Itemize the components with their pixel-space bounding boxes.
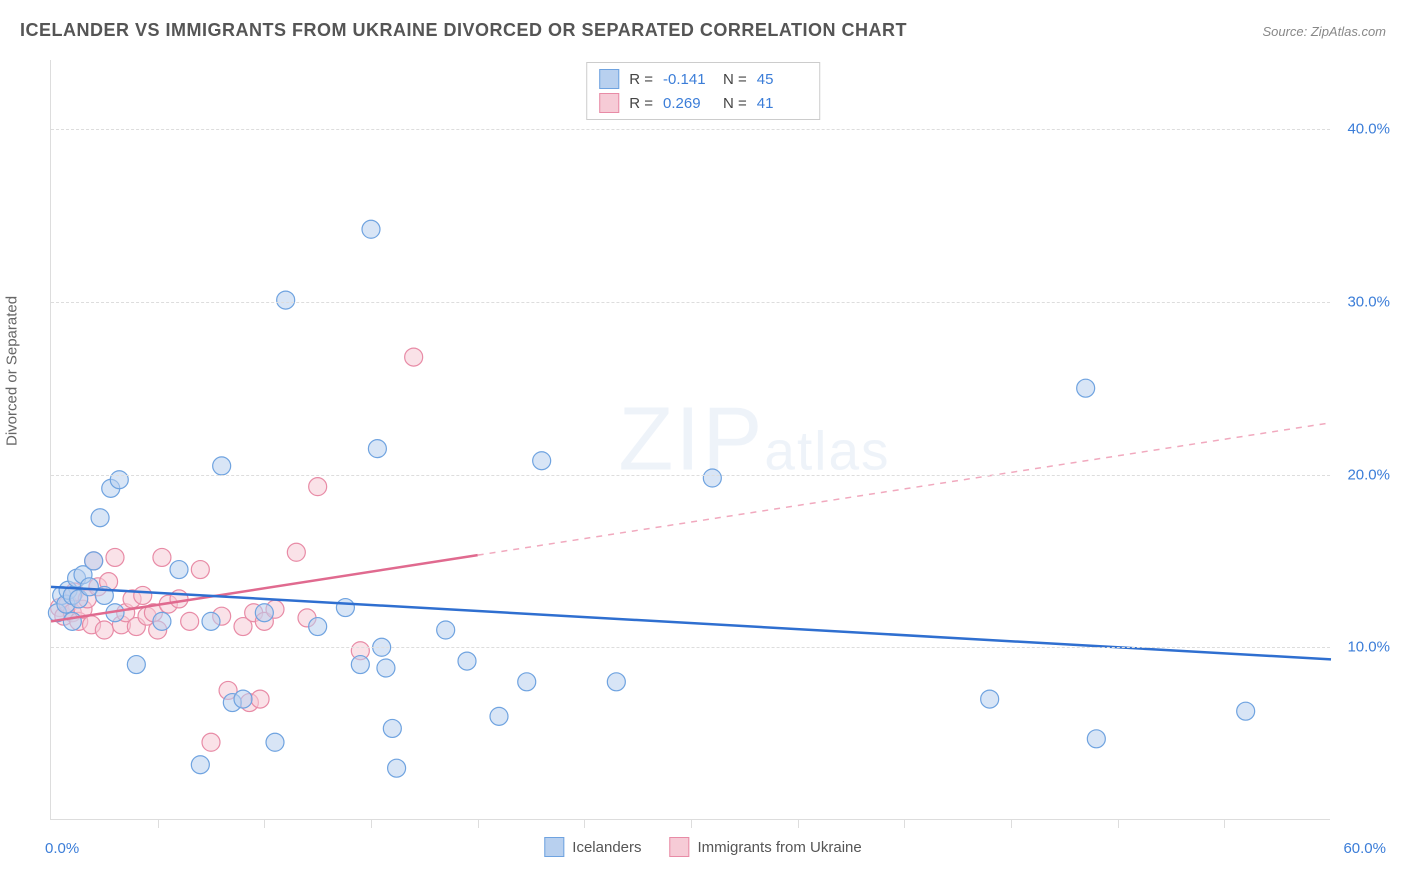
data-point xyxy=(202,733,220,751)
n-label: N = xyxy=(723,71,747,88)
data-point xyxy=(191,756,209,774)
data-point xyxy=(266,733,284,751)
x-tick xyxy=(158,820,159,828)
x-tick xyxy=(1118,820,1119,828)
data-point xyxy=(1087,730,1105,748)
data-point xyxy=(255,604,273,622)
stats-legend: R = -0.141 N = 45 R = 0.269 N = 41 xyxy=(586,62,820,120)
data-point xyxy=(127,656,145,674)
y-tick-label: 10.0% xyxy=(1347,639,1390,656)
trend-line-extrapolated xyxy=(478,423,1331,555)
data-point xyxy=(202,612,220,630)
data-point xyxy=(63,612,81,630)
data-point xyxy=(277,291,295,309)
data-point xyxy=(213,457,231,475)
gridline-h xyxy=(51,647,1330,648)
stats-row: R = -0.141 N = 45 xyxy=(599,67,807,91)
data-point xyxy=(458,652,476,670)
data-point xyxy=(234,690,252,708)
stats-row: R = 0.269 N = 41 xyxy=(599,91,807,115)
data-point xyxy=(981,690,999,708)
legend-label: Immigrants from Ukraine xyxy=(698,839,862,856)
source-label: Source: ZipAtlas.com xyxy=(1262,24,1386,39)
data-point xyxy=(191,561,209,579)
x-tick xyxy=(1224,820,1225,828)
data-point xyxy=(153,548,171,566)
data-point xyxy=(110,471,128,489)
plot-area: ZIPatlas 10.0%20.0%30.0%40.0% xyxy=(50,60,1330,820)
data-point xyxy=(153,612,171,630)
y-tick-label: 20.0% xyxy=(1347,466,1390,483)
r-label: R = xyxy=(629,71,653,88)
data-point xyxy=(336,599,354,617)
legend-label: Icelanders xyxy=(572,839,641,856)
data-point xyxy=(533,452,551,470)
legend-item: Icelanders xyxy=(544,837,641,857)
legend-swatch xyxy=(599,69,619,89)
data-point xyxy=(518,673,536,691)
data-point xyxy=(1077,379,1095,397)
data-point xyxy=(388,759,406,777)
r-value: -0.141 xyxy=(663,71,713,88)
n-value: 41 xyxy=(757,95,807,112)
legend-swatch xyxy=(670,837,690,857)
legend-swatch xyxy=(544,837,564,857)
y-axis-title: Divorced or Separated xyxy=(4,296,21,446)
data-point xyxy=(490,707,508,725)
x-tick xyxy=(1011,820,1012,828)
data-point xyxy=(287,543,305,561)
data-point xyxy=(106,548,124,566)
x-tick xyxy=(584,820,585,828)
data-point xyxy=(95,621,113,639)
x-tick xyxy=(478,820,479,828)
data-point xyxy=(251,690,269,708)
data-point xyxy=(377,659,395,677)
legend-item: Immigrants from Ukraine xyxy=(670,837,862,857)
data-point xyxy=(170,561,188,579)
gridline-h xyxy=(51,302,1330,303)
data-point xyxy=(134,586,152,604)
data-point xyxy=(181,612,199,630)
data-point xyxy=(362,220,380,238)
chart-title: ICELANDER VS IMMIGRANTS FROM UKRAINE DIV… xyxy=(20,20,907,41)
x-tick xyxy=(904,820,905,828)
data-point xyxy=(309,618,327,636)
x-origin-label: 0.0% xyxy=(45,840,79,857)
data-point xyxy=(1237,702,1255,720)
data-point xyxy=(383,719,401,737)
x-tick xyxy=(371,820,372,828)
r-label: R = xyxy=(629,95,653,112)
gridline-h xyxy=(51,475,1330,476)
data-point xyxy=(703,469,721,487)
x-tick xyxy=(798,820,799,828)
legend-swatch xyxy=(599,93,619,113)
x-tick xyxy=(264,820,265,828)
data-point xyxy=(309,478,327,496)
x-end-label: 60.0% xyxy=(1343,840,1386,857)
data-point xyxy=(607,673,625,691)
r-value: 0.269 xyxy=(663,95,713,112)
n-value: 45 xyxy=(757,71,807,88)
data-point xyxy=(405,348,423,366)
data-point xyxy=(351,656,369,674)
y-tick-label: 40.0% xyxy=(1347,121,1390,138)
x-tick xyxy=(691,820,692,828)
data-point xyxy=(85,552,103,570)
gridline-h xyxy=(51,129,1330,130)
y-tick-label: 30.0% xyxy=(1347,293,1390,310)
data-point xyxy=(437,621,455,639)
series-legend: Icelanders Immigrants from Ukraine xyxy=(544,837,861,857)
data-point xyxy=(91,509,109,527)
data-point xyxy=(368,440,386,458)
n-label: N = xyxy=(723,95,747,112)
chart-svg xyxy=(51,60,1330,819)
